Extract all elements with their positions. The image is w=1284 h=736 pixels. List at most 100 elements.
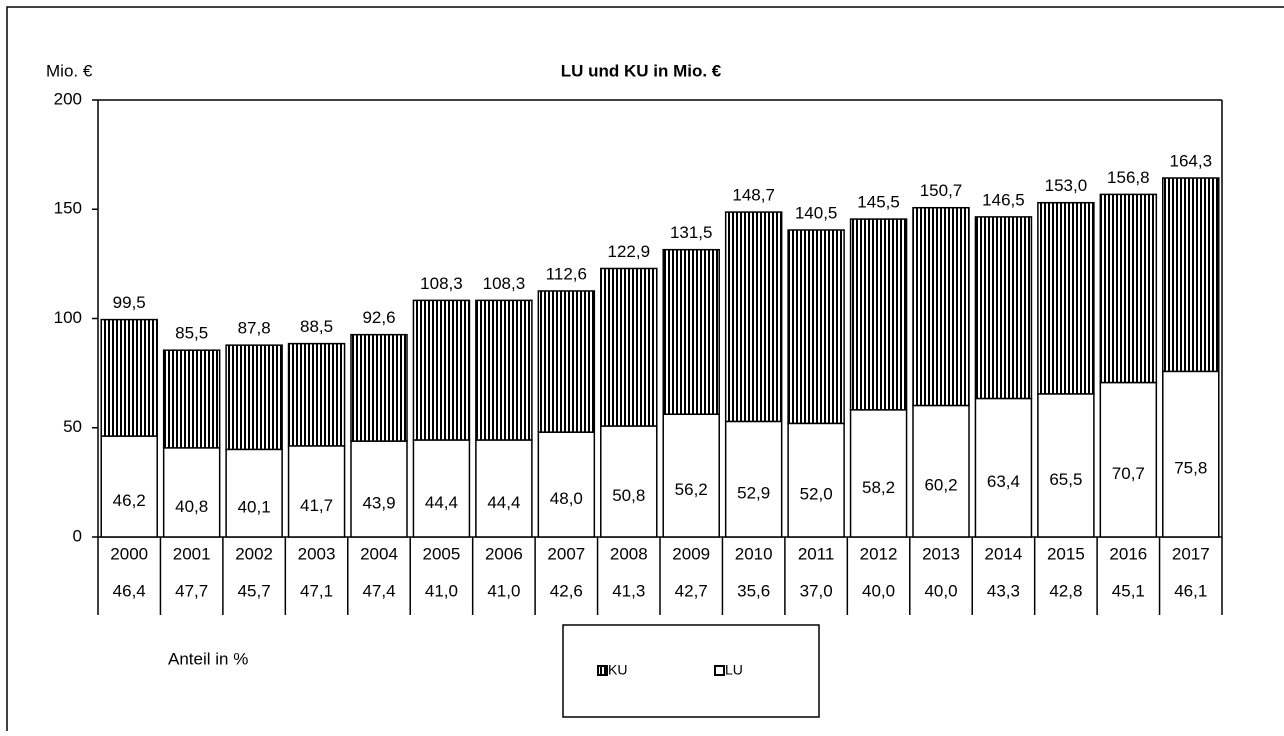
- y-tick-label: 0: [73, 526, 82, 545]
- bar-segment: [412, 299, 471, 441]
- bar-segment: [162, 349, 221, 449]
- share-label: 45,1: [1112, 581, 1145, 600]
- value-label: 65,5: [1049, 470, 1082, 489]
- share-label: 47,7: [175, 581, 208, 600]
- x-tick-label: 2012: [860, 544, 898, 563]
- bar-segment: [162, 447, 221, 538]
- bar-segment: [100, 435, 158, 538]
- x-tick-label: 2017: [1172, 544, 1210, 563]
- bar-segment: [225, 448, 283, 538]
- x-tick-label: 2005: [423, 544, 461, 563]
- bar-segment: [912, 404, 970, 538]
- bar-segment: [537, 290, 596, 433]
- bar-segment: [912, 206, 970, 407]
- value-label: 70,7: [1112, 464, 1145, 483]
- x-tick-label: 2008: [610, 544, 648, 563]
- total-label: 131,5: [670, 223, 713, 242]
- bar-segment: [662, 413, 720, 538]
- legend-swatch: [597, 665, 608, 676]
- value-label: 52,0: [800, 485, 833, 504]
- y-tick-label: 50: [63, 417, 82, 436]
- total-label: 88,5: [300, 317, 333, 336]
- y-tick-label: 100: [54, 308, 82, 327]
- total-label: 146,5: [982, 190, 1025, 209]
- frame: [6, 6, 1284, 736]
- total-label: 92,6: [362, 308, 395, 327]
- x-tick-label: 2009: [672, 544, 710, 563]
- bar-segment: [287, 342, 346, 447]
- total-label: 87,8: [238, 319, 271, 338]
- share-label: 37,0: [800, 581, 833, 600]
- x-tick-label: 2002: [235, 544, 273, 563]
- total-label: 156,8: [1107, 168, 1150, 187]
- total-label: 112,6: [546, 264, 587, 283]
- bar-segment: [787, 229, 845, 425]
- bar-segment: [1099, 193, 1158, 384]
- value-label: 58,2: [862, 478, 895, 497]
- share-label: 46,4: [113, 581, 146, 600]
- x-tick-label: 2016: [1109, 544, 1147, 563]
- bar-segment: [1162, 177, 1220, 373]
- bar-segment: [974, 216, 1033, 400]
- share-label: 46,1: [1174, 581, 1207, 600]
- x-tick-label: 2013: [922, 544, 960, 563]
- bar-segment: [412, 439, 471, 538]
- share-label: 40,0: [924, 581, 957, 600]
- x-tick-label: 2010: [735, 544, 773, 563]
- x-tick-label: 2003: [298, 544, 336, 563]
- total-label: 140,5: [795, 203, 838, 222]
- value-label: 44,4: [487, 493, 520, 512]
- value-label: 60,2: [924, 476, 957, 495]
- bar-segment: [350, 440, 408, 538]
- bar-segment: [1037, 201, 1095, 395]
- x-tick-label: 2001: [173, 544, 211, 563]
- y-tick-label: 150: [54, 199, 82, 218]
- bar-segment: [287, 445, 346, 538]
- total-label: 99,5: [113, 293, 146, 312]
- value-label: 40,1: [238, 498, 271, 517]
- legend-label: KU: [608, 662, 627, 678]
- bar-segment: [974, 397, 1033, 538]
- x-tick-label: 2014: [985, 544, 1023, 563]
- share-label: 45,7: [238, 581, 271, 600]
- share-label: 41,0: [425, 581, 458, 600]
- y-tick-label: 200: [54, 89, 82, 108]
- legend-swatch: [714, 665, 725, 676]
- value-label: 63,4: [987, 472, 1020, 491]
- bar-segment: [1099, 381, 1158, 538]
- share-title: Anteil in %: [168, 649, 248, 668]
- share-label: 35,6: [737, 581, 770, 600]
- total-label: 150,7: [920, 181, 963, 200]
- x-tick-label: 2004: [360, 544, 398, 563]
- total-label: 85,5: [175, 324, 208, 343]
- share-label: 47,4: [362, 581, 395, 600]
- bar-segment: [724, 420, 783, 538]
- share-label: 41,3: [612, 581, 645, 600]
- bar-segment: [1162, 370, 1220, 538]
- total-label: 122,9: [608, 242, 651, 261]
- bar-segment: [225, 344, 283, 451]
- value-label: 46,2: [113, 491, 146, 510]
- value-label: 43,9: [362, 494, 395, 513]
- x-tick-label: 2007: [547, 544, 585, 563]
- bar-segment: [662, 248, 720, 415]
- total-label: 153,0: [1045, 176, 1088, 195]
- share-label: 41,0: [487, 581, 520, 600]
- total-label: 145,5: [857, 193, 900, 212]
- x-tick-label: 2015: [1047, 544, 1085, 563]
- value-label: 40,8: [175, 497, 208, 516]
- value-label: 52,9: [737, 484, 770, 503]
- total-label: 108,3: [483, 274, 526, 293]
- bar-segment: [600, 267, 658, 427]
- bar-segment: [600, 425, 658, 538]
- bar-segment: [849, 409, 908, 538]
- share-label: 47,1: [300, 581, 333, 600]
- bar-segment: [1037, 393, 1095, 538]
- bar-segment: [787, 422, 845, 538]
- share-label: 42,6: [550, 581, 583, 600]
- total-label: 148,7: [732, 186, 775, 205]
- share-label: 42,7: [675, 581, 708, 600]
- bar-segment: [475, 439, 533, 538]
- x-tick-label: 2000: [110, 544, 148, 563]
- x-tick-label: 2006: [485, 544, 523, 563]
